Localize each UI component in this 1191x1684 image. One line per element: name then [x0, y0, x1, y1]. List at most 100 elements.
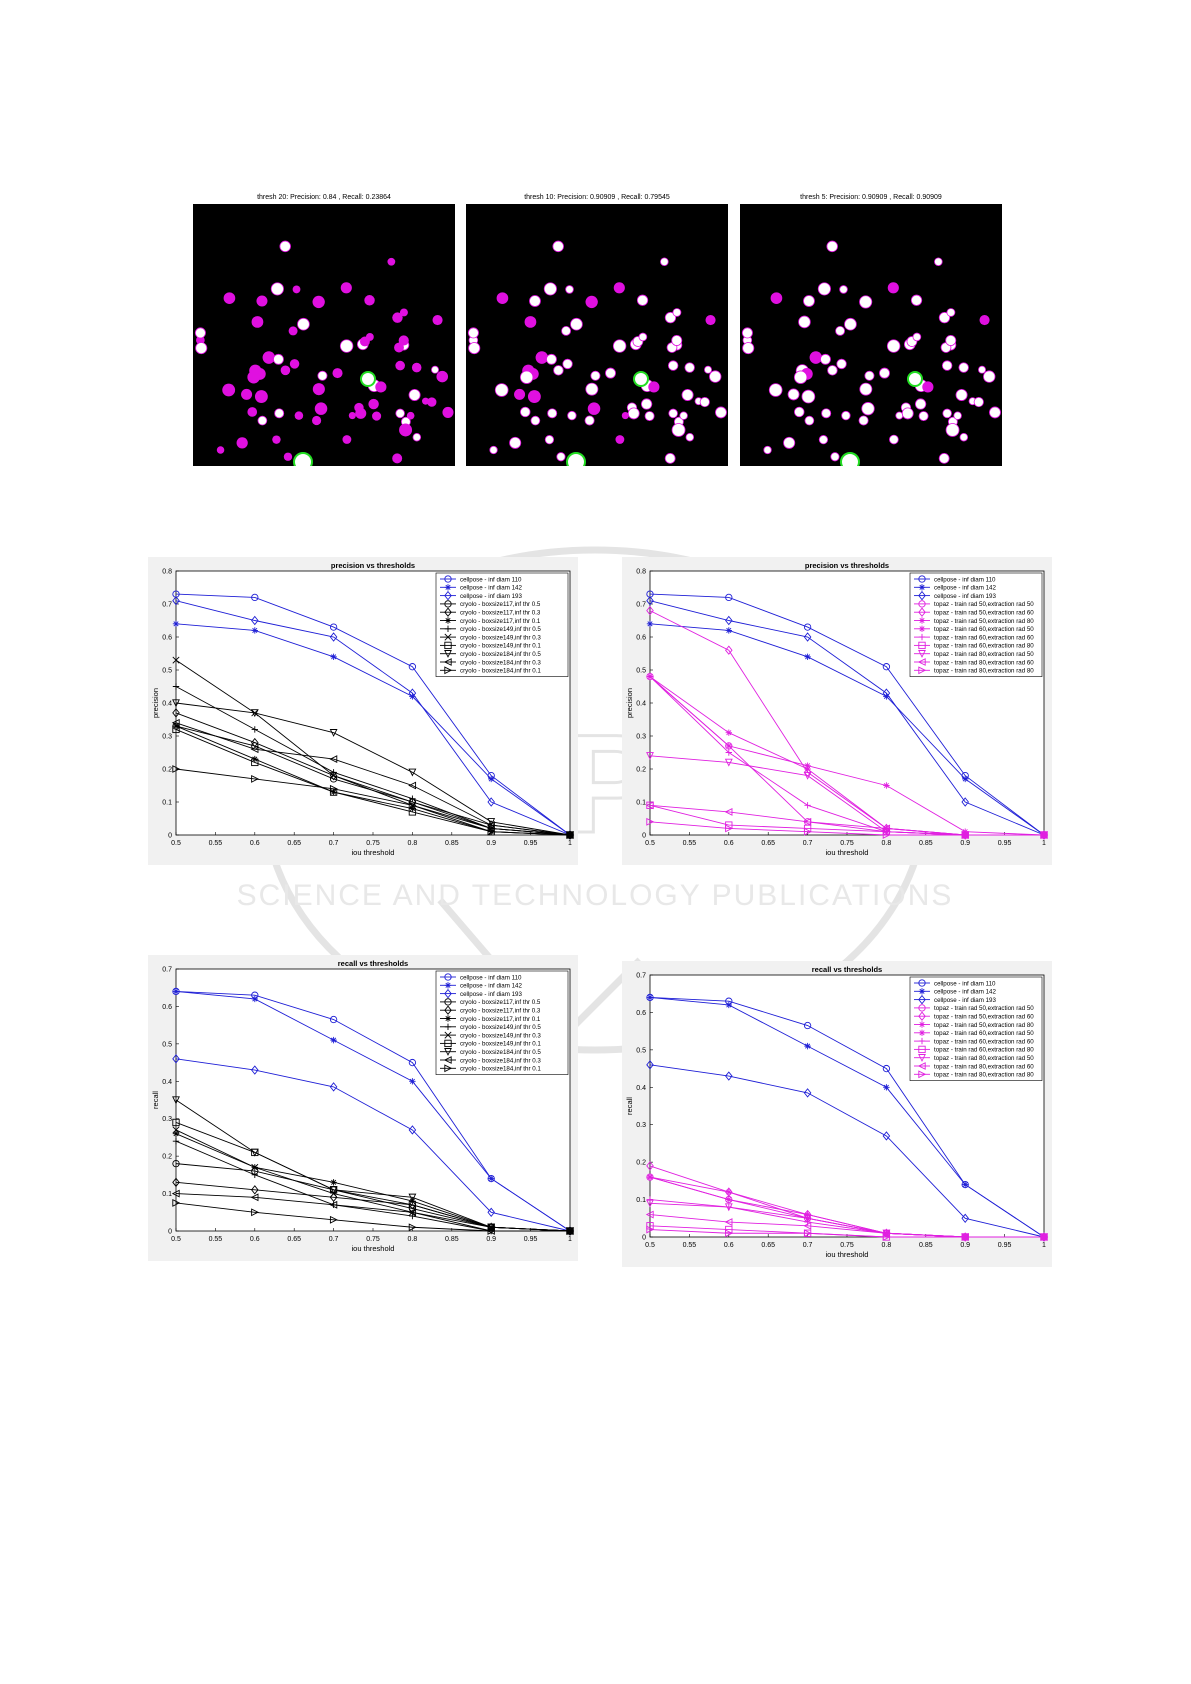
detected-particle — [827, 365, 838, 376]
data-point — [725, 1225, 733, 1234]
detected-particle — [530, 415, 541, 426]
legend-entry: topaz - train rad 60,extraction rad 80 — [934, 643, 1034, 650]
false-positive-particle — [633, 371, 649, 387]
legend-box — [909, 976, 1043, 1081]
detected-particle — [681, 388, 694, 401]
detected-particle — [901, 407, 914, 420]
data-point — [961, 797, 969, 807]
detected-particle — [519, 370, 534, 384]
detected-particle — [567, 410, 577, 421]
legend-marker — [443, 658, 452, 666]
detected-particle — [914, 398, 927, 410]
legend-entry: cellpose - inf diam 142 — [934, 989, 996, 996]
chart-title: recall vs thresholds — [812, 965, 882, 974]
data-point — [172, 988, 180, 995]
data-point — [646, 1196, 654, 1203]
detected-particle — [835, 326, 845, 336]
data-point — [1040, 1233, 1049, 1241]
detected-particle — [886, 339, 901, 353]
missed-particle — [294, 411, 304, 420]
legend-marker — [918, 1011, 926, 1021]
data-point — [646, 595, 654, 606]
detected-particle — [546, 353, 557, 365]
missed-particle — [587, 402, 601, 415]
legend-entry: cryolo - boxsize117,inf thr 0.3 — [460, 610, 541, 617]
detected-particle — [570, 317, 583, 331]
detected-particle — [804, 415, 815, 426]
detected-particle — [561, 326, 571, 336]
detected-particle — [817, 282, 831, 296]
series-line — [175, 1202, 570, 1232]
data-point — [804, 653, 811, 660]
series-line — [175, 593, 571, 836]
x-tick-label: 0.8 — [882, 840, 892, 847]
detected-particle — [978, 365, 986, 374]
legend-marker — [444, 973, 452, 981]
data-point — [172, 683, 180, 690]
data-point — [803, 771, 812, 780]
chart-title: precision vs thresholds — [331, 561, 415, 570]
x-tick-label: 0.95 — [998, 1242, 1012, 1249]
data-point — [804, 1042, 811, 1050]
data-point — [172, 1054, 180, 1064]
data-point — [803, 1088, 812, 1098]
data-point — [803, 1214, 812, 1223]
data-point — [803, 827, 812, 836]
legend-entry: cryolo - boxsize149,inf thr 0.1 — [460, 643, 541, 650]
panel-title: thresh 5: Precision: 0.90909 , Recall: 0… — [800, 194, 942, 201]
y-tick-label: 0.5 — [162, 1041, 172, 1048]
missed-particle — [427, 397, 437, 407]
data-point — [646, 1222, 654, 1230]
x-tick-label: 0.75 — [366, 1236, 380, 1243]
detected-particle — [494, 383, 509, 397]
y-tick-label: 0.1 — [636, 1197, 646, 1204]
data-point — [487, 827, 496, 836]
data-point — [251, 1208, 260, 1217]
y-tick-label: 0.7 — [162, 602, 172, 609]
detected-particle — [297, 317, 310, 331]
detected-particle — [945, 335, 957, 346]
missed-particle — [222, 383, 236, 397]
missed-particle — [262, 351, 276, 364]
false-positive-particle — [360, 371, 376, 387]
legend-entry: cryolo - boxsize117,inf thr 0.1 — [460, 1016, 541, 1023]
data-point — [172, 1118, 180, 1127]
legend-marker — [918, 650, 926, 658]
y-axis-label: recall — [625, 1097, 634, 1115]
y-tick-label: 0.2 — [162, 1154, 172, 1161]
legend-entry: cryolo - boxsize117,inf thr 0.5 — [460, 999, 541, 1006]
series-line — [175, 768, 571, 836]
data-point — [408, 801, 417, 810]
detected-particle — [317, 370, 328, 381]
legend-marker — [918, 607, 926, 617]
series-line — [175, 659, 571, 836]
missed-particle — [406, 411, 415, 420]
data-point — [408, 781, 417, 790]
data-point — [724, 807, 733, 816]
legend-entry: topaz - train rad 60,extraction rad 50 — [934, 626, 1034, 633]
legend-marker — [918, 1054, 926, 1062]
y-tick-label: 0 — [168, 833, 172, 840]
legend-entry: topaz - train rad 60,extraction rad 60 — [934, 1038, 1034, 1045]
missed-particle — [979, 315, 990, 326]
detected-particle — [787, 388, 800, 401]
data-point — [488, 1175, 495, 1182]
legend-marker — [918, 1045, 926, 1054]
false-positive-particle — [840, 452, 860, 466]
detected-particle — [468, 342, 481, 355]
data-point — [172, 1199, 181, 1207]
x-tick-label: 0.9 — [960, 840, 970, 847]
data-point — [804, 765, 811, 773]
y-tick-label: 0.2 — [162, 767, 172, 774]
detected-particle — [562, 358, 573, 370]
legend-entry: cryolo - boxsize184,inf thr 0.1 — [460, 1066, 541, 1073]
data-point — [172, 1096, 180, 1105]
chart-title: precision vs thresholds — [805, 561, 889, 570]
x-tick-label: 1 — [568, 1236, 572, 1243]
legend-marker — [918, 1021, 926, 1028]
data-point — [645, 801, 654, 810]
panel-title: thresh 20: Precision: 0.84 , Recall: 0.2… — [257, 194, 391, 201]
data-point — [408, 1223, 417, 1232]
x-tick-label: 0.5 — [171, 840, 181, 847]
x-tick-label: 0.85 — [445, 840, 459, 847]
